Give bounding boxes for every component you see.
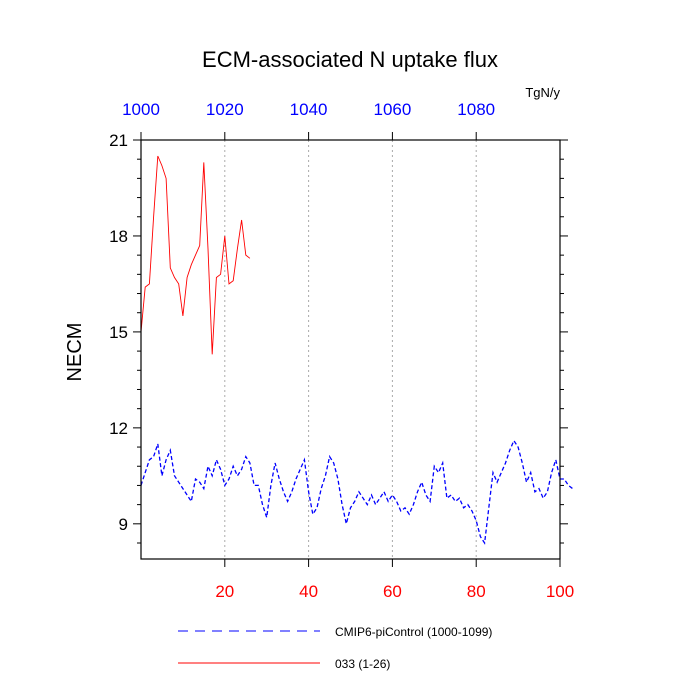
series-line-2: [140, 439, 573, 545]
plot-frame: [140, 139, 561, 560]
x-tick-label: 100: [546, 582, 574, 601]
x-tick-label: 40: [299, 582, 318, 601]
top-tick-label: 1040: [290, 100, 328, 119]
y-tick-label: 15: [109, 323, 128, 342]
y-tick-label: 12: [109, 419, 128, 438]
x-tick-label: 60: [383, 582, 402, 601]
top-tick-label: 1000: [122, 100, 160, 119]
top-tick-label: 1080: [457, 100, 495, 119]
y-tick-label: 18: [109, 227, 128, 246]
y-tick-label: 21: [109, 131, 128, 150]
legend-label-2: 033 (1-26): [335, 657, 390, 671]
y-tick-label: 9: [119, 515, 128, 534]
top-tick-label: 1020: [206, 100, 244, 119]
plot-area: 9 12 15 18 21 20 40 60 80 100 1000 1020 1040 1060 1080: [109, 100, 574, 601]
top-tick-label: 1060: [373, 100, 411, 119]
legend: CMIP6-piControl (1000-1099) 033 (1-26): [178, 625, 492, 671]
y-axis-label: NECM: [64, 323, 86, 382]
legend-label-1: CMIP6-piControl (1000-1099): [335, 625, 492, 639]
x-tick-label: 80: [467, 582, 486, 601]
series-line-1: [140, 155, 251, 355]
chart-title: ECM-associated N uptake flux: [202, 47, 498, 72]
x-tick-label: 20: [215, 582, 234, 601]
units-label: TgN/y: [525, 85, 560, 100]
